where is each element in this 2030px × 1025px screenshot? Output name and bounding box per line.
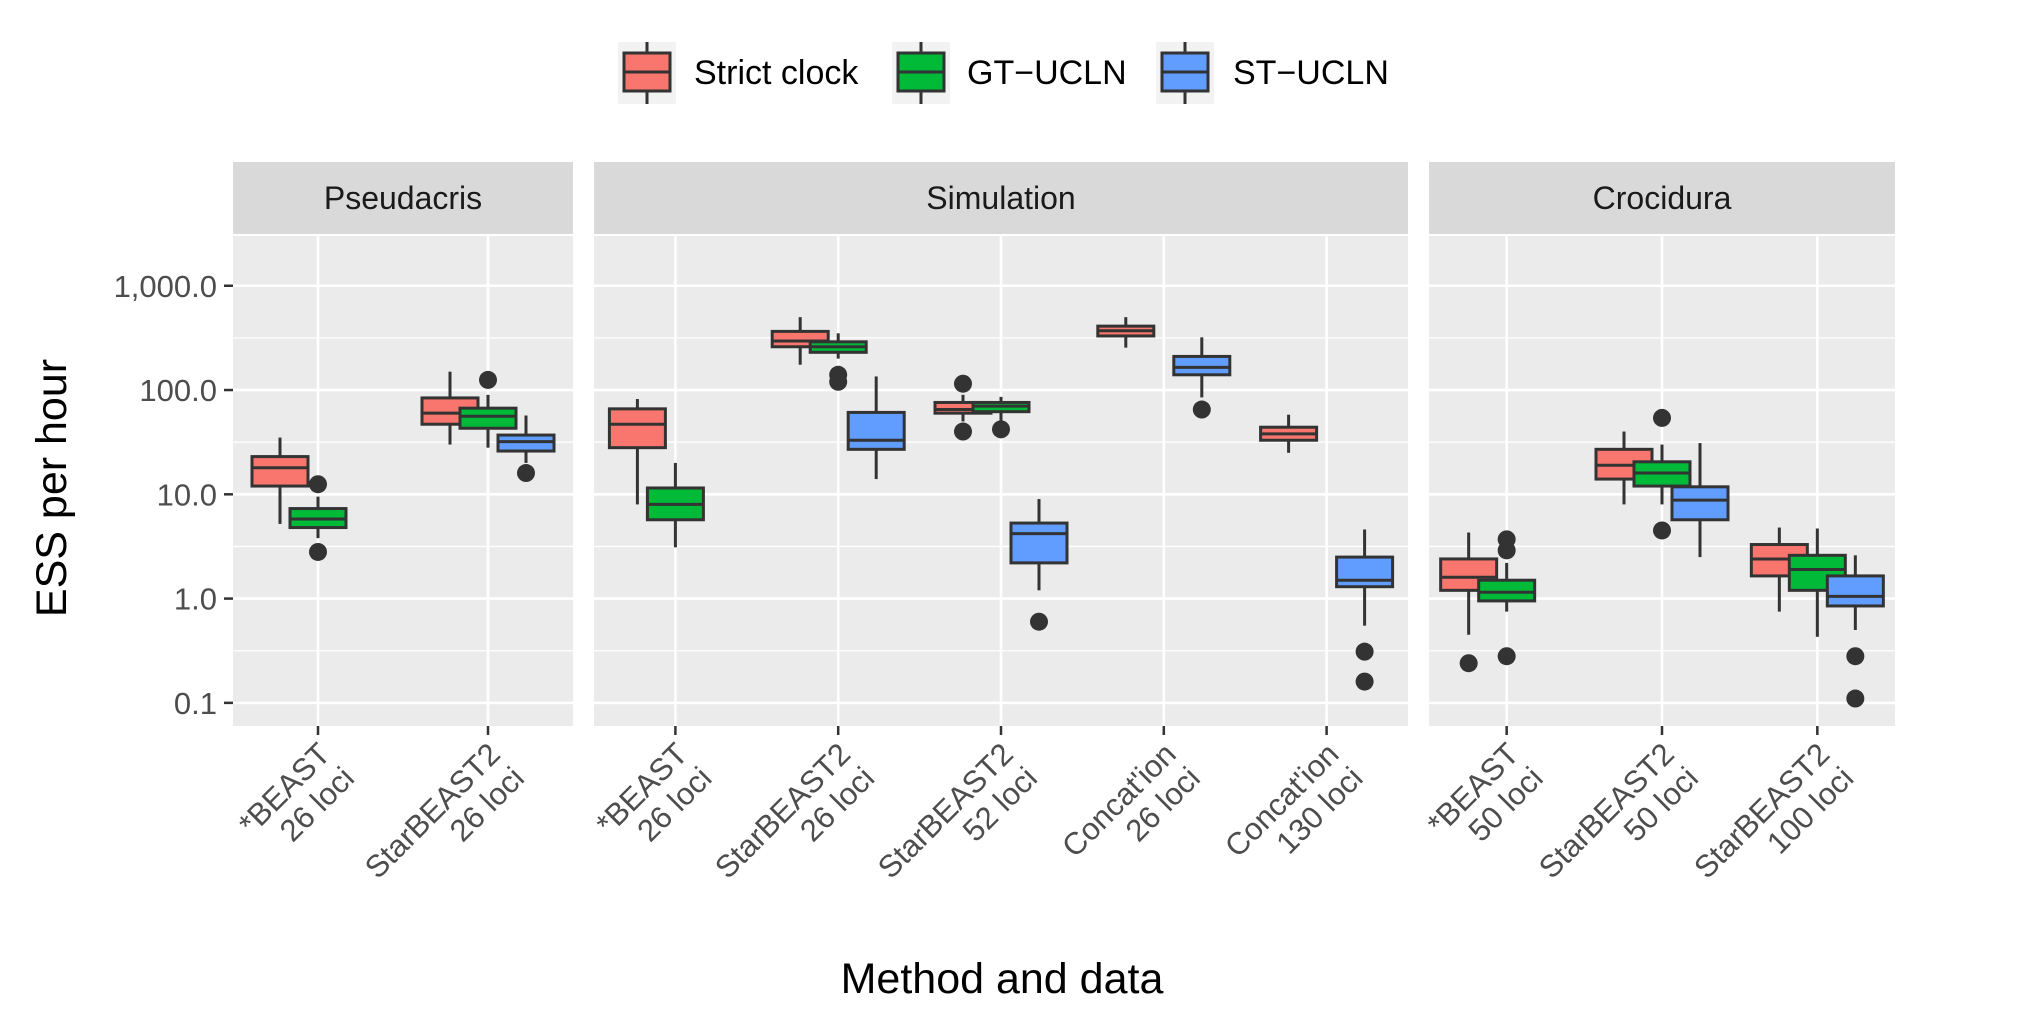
box-strict [607,399,667,505]
y-tick-label: 10.0 [157,477,217,512]
box-st [1335,529,1395,691]
panel-strip [1429,162,1895,234]
legend: Strict clock GT−UCLN ST−UCLN [618,42,1389,104]
outlier-point [517,464,535,483]
outlier-point [1355,642,1374,661]
panel-strip-label: Simulation [926,180,1075,216]
box-gt [808,333,868,391]
box-st [1825,555,1885,708]
box-gt [971,396,1031,439]
outlier-point [992,420,1010,439]
box-strict [1096,317,1156,348]
box-gt [1632,408,1692,540]
outlier-point [1355,672,1374,691]
box-gt [458,370,518,448]
outlier-point [829,372,848,391]
box-iqr [458,406,518,430]
box-iqr [1335,555,1395,589]
box-st [1670,443,1730,558]
panel-strip-label: Crocidura [1593,180,1732,216]
box-gt [288,475,348,561]
x-axis-title: Method and data [841,955,1164,1003]
box-st [1172,337,1232,419]
box-iqr [846,410,906,451]
panel-strip [594,162,1408,234]
x-tick-label: StarBEAST250 loci [1532,736,1705,909]
y-tick-label: 1,000.0 [114,269,217,304]
box-gt [645,462,705,548]
box-iqr [1009,521,1069,565]
x-tick-label: Concat'ion26 loci [1055,736,1207,888]
box-iqr [1670,485,1730,522]
outlier-point [1497,647,1516,666]
y-tick-label: 1.0 [174,582,217,617]
box-iqr [1172,354,1232,377]
outlier-point [1497,541,1516,560]
x-tick-label: Concat'ion130 loci [1218,736,1370,888]
x-tick-label: *BEAST50 loci [1420,736,1549,865]
y-axis-title: ESS per hour [28,359,76,617]
outlier-point [1030,612,1048,631]
box-iqr [250,455,310,488]
box-iqr [1825,574,1885,608]
x-tick-label: StarBEAST226 loci [708,736,881,909]
x-tick-label: StarBEAST2100 loci [1687,736,1860,909]
box-strict [770,317,830,365]
outlier-point [309,475,327,494]
outlier-point [1653,521,1671,540]
x-tick-label: *BEAST26 loci [589,736,718,865]
legend-item: ST−UCLN [1156,42,1389,104]
x-tick-label: *BEAST26 loci [232,736,361,865]
legend-item: GT−UCLN [892,42,1127,104]
box-st [496,415,556,483]
outlier-point [479,370,497,389]
box-iqr [1477,578,1537,603]
outlier-point [1653,408,1671,427]
box-gt [1477,530,1537,666]
outlier-point [1192,400,1211,419]
box-strict [250,437,310,524]
panel-strip-label: Pseudacris [324,180,482,216]
box-iqr [607,407,667,450]
legend-label: ST−UCLN [1233,54,1389,92]
outlier-point [1846,689,1865,708]
outlier-point [309,542,327,561]
box-st [1009,499,1069,631]
outlier-point [954,374,972,393]
y-tick-label: 100.0 [139,373,217,408]
box-st [846,376,906,480]
box-strict [1259,414,1319,453]
outlier-point [1459,654,1478,673]
x-tick-label: StarBEAST226 loci [358,736,531,909]
panel-strip [233,162,573,234]
y-axis: 0.1 1.0 10.0 100.0 1,000.0 [114,269,233,721]
legend-label: GT−UCLN [967,54,1127,92]
legend-item: Strict clock [618,42,859,104]
y-tick-label: 0.1 [174,686,217,721]
outlier-point [954,422,972,441]
legend-label: Strict clock [694,54,859,92]
outlier-point [1846,647,1865,666]
x-tick-label: StarBEAST252 loci [871,736,1044,909]
